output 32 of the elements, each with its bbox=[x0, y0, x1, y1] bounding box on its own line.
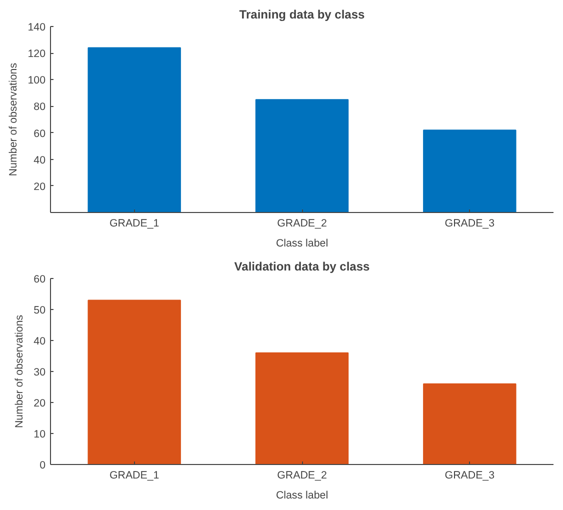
x-tick-label: GRADE_1 bbox=[109, 218, 160, 230]
y-tick-label: 40 bbox=[34, 154, 46, 166]
bar bbox=[88, 47, 181, 212]
y-tick-label: 10 bbox=[34, 428, 46, 440]
chart-title: Training data by class bbox=[239, 8, 366, 22]
y-tick-label: 60 bbox=[34, 128, 46, 140]
bar bbox=[255, 352, 349, 464]
y-tick-label: 60 bbox=[34, 274, 46, 286]
y-tick-label: 80 bbox=[34, 101, 46, 114]
bar bbox=[423, 130, 516, 212]
bar bbox=[255, 99, 349, 212]
y-axis-title: Number of observations bbox=[8, 62, 20, 176]
y-tick-label: 120 bbox=[28, 48, 46, 60]
y-tick-label: 40 bbox=[34, 336, 46, 348]
bar bbox=[88, 300, 181, 464]
x-tick-label: GRADE_2 bbox=[277, 470, 327, 482]
y-tick-label: 100 bbox=[28, 74, 46, 87]
y-axis-title: Number of observations bbox=[14, 314, 26, 428]
chart-title: Validation data by class bbox=[234, 260, 370, 274]
y-tick-label: 50 bbox=[34, 304, 46, 316]
y-tick-label: 30 bbox=[34, 366, 46, 378]
y-tick-label: 140 bbox=[28, 22, 46, 34]
x-tick-label: GRADE_2 bbox=[277, 218, 327, 230]
y-tick-label: 20 bbox=[34, 398, 46, 410]
x-tick-label: GRADE_1 bbox=[109, 470, 160, 482]
y-tick-label: 0 bbox=[40, 460, 46, 472]
x-axis-title: Class label bbox=[276, 490, 328, 502]
x-axis-title: Class label bbox=[276, 238, 328, 250]
x-tick-label: GRADE_3 bbox=[444, 470, 495, 482]
bar bbox=[423, 383, 516, 464]
x-tick-label: GRADE_3 bbox=[444, 218, 495, 230]
y-tick-label: 20 bbox=[34, 180, 46, 193]
